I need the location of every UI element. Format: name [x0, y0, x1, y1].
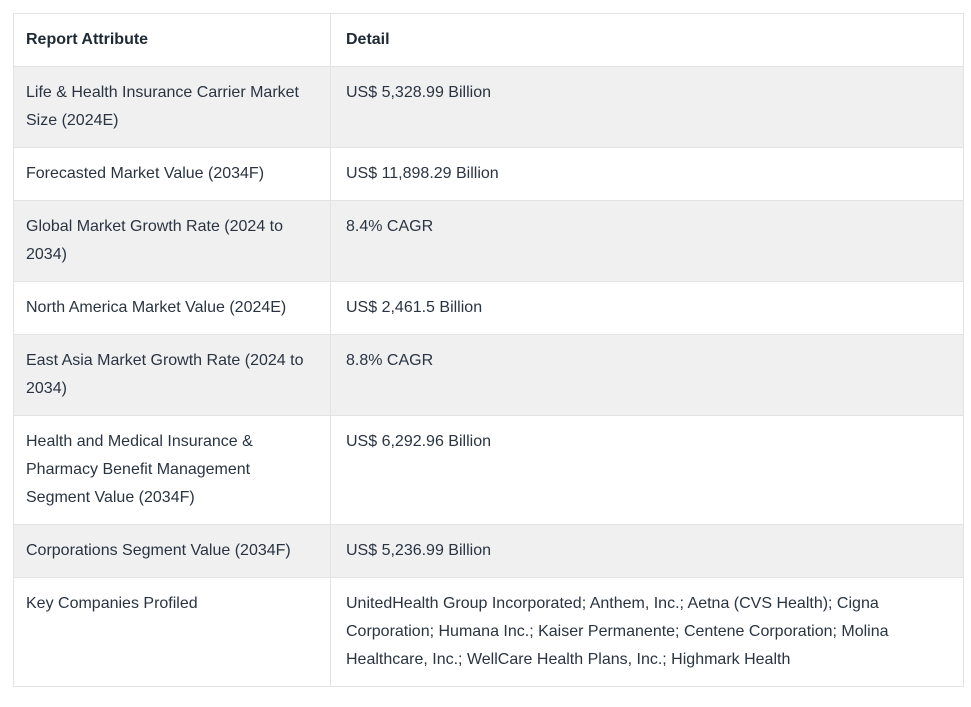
column-header-detail: Detail	[330, 13, 964, 67]
table-row: Forecasted Market Value (2034F) US$ 11,8…	[13, 147, 964, 201]
column-header-report-attribute: Report Attribute	[13, 13, 331, 67]
detail-cell: UnitedHealth Group Incorporated; Anthem,…	[330, 577, 964, 687]
detail-cell: US$ 5,236.99 Billion	[330, 524, 964, 578]
attribute-cell: Forecasted Market Value (2034F)	[13, 147, 331, 201]
table-row: Key Companies Profiled UnitedHealth Grou…	[13, 577, 964, 687]
attribute-cell: Key Companies Profiled	[13, 577, 331, 687]
table-body: Life & Health Insurance Carrier Market S…	[13, 66, 964, 687]
detail-cell: 8.4% CAGR	[330, 200, 964, 282]
table-row: Global Market Growth Rate (2024 to 2034)…	[13, 200, 964, 282]
detail-cell: US$ 6,292.96 Billion	[330, 415, 964, 525]
attribute-cell: Life & Health Insurance Carrier Market S…	[13, 66, 331, 148]
table-header: Report Attribute Detail	[13, 13, 964, 67]
detail-cell: 8.8% CAGR	[330, 334, 964, 416]
detail-cell: US$ 5,328.99 Billion	[330, 66, 964, 148]
table-row: North America Market Value (2024E) US$ 2…	[13, 281, 964, 335]
table-row: East Asia Market Growth Rate (2024 to 20…	[13, 334, 964, 416]
detail-cell: US$ 2,461.5 Billion	[330, 281, 964, 335]
table-row: Health and Medical Insurance & Pharmacy …	[13, 415, 964, 525]
attribute-cell: East Asia Market Growth Rate (2024 to 20…	[13, 334, 331, 416]
report-attribute-table: Report Attribute Detail Life & Health In…	[13, 13, 964, 687]
attribute-cell: Global Market Growth Rate (2024 to 2034)	[13, 200, 331, 282]
detail-cell: US$ 11,898.29 Billion	[330, 147, 964, 201]
table-row: Corporations Segment Value (2034F) US$ 5…	[13, 524, 964, 578]
attribute-cell: Health and Medical Insurance & Pharmacy …	[13, 415, 331, 525]
attribute-cell: North America Market Value (2024E)	[13, 281, 331, 335]
header-row: Report Attribute Detail	[13, 13, 964, 67]
table-row: Life & Health Insurance Carrier Market S…	[13, 66, 964, 148]
attribute-cell: Corporations Segment Value (2034F)	[13, 524, 331, 578]
